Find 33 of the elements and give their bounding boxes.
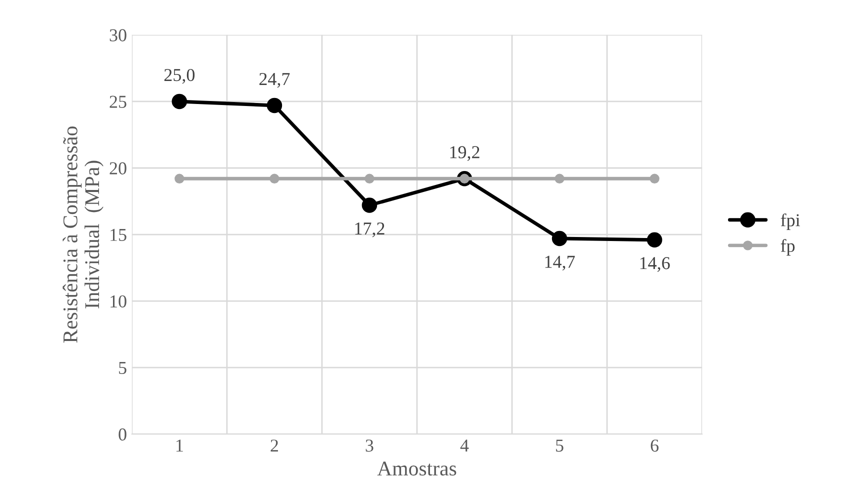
data-label: 14,7 bbox=[545, 256, 575, 270]
point bbox=[174, 174, 184, 184]
point bbox=[552, 230, 568, 246]
x-tick-label: 2 bbox=[270, 440, 278, 452]
data-label: 24,7 bbox=[259, 72, 290, 88]
y-axis-title: Resistência à Compressão Individual (MPa) bbox=[62, 126, 104, 343]
x-tick-label: 5 bbox=[556, 440, 564, 452]
point bbox=[646, 232, 662, 248]
legend-label: fpi bbox=[780, 213, 800, 230]
x-tick-label: 6 bbox=[650, 440, 659, 452]
y-tick-label: 15 bbox=[110, 228, 126, 241]
y-tick-label: 20 bbox=[110, 162, 126, 174]
y-tick-label: 10 bbox=[110, 295, 126, 308]
x-tick-label: 3 bbox=[366, 440, 374, 452]
point bbox=[362, 198, 378, 213]
data-label: 25,0 bbox=[164, 68, 195, 84]
point bbox=[266, 98, 282, 114]
data-label: 17,2 bbox=[355, 222, 384, 238]
y-tick-label: 5 bbox=[119, 362, 126, 374]
data-label: 14,6 bbox=[640, 257, 670, 272]
x-axis-title: Amostras bbox=[377, 462, 456, 476]
point bbox=[554, 174, 564, 184]
y-tick-label: 25 bbox=[110, 96, 126, 108]
point bbox=[172, 94, 188, 110]
x-tick-label: 1 bbox=[176, 440, 183, 452]
legend-label: fp bbox=[780, 239, 795, 256]
point bbox=[650, 174, 660, 184]
y-tick-label: 0 bbox=[118, 428, 126, 441]
point bbox=[270, 174, 280, 184]
data-label: 19,2 bbox=[450, 146, 480, 161]
point bbox=[364, 174, 374, 184]
y-tick-label: 30 bbox=[110, 29, 126, 42]
x-tick-label: 4 bbox=[460, 440, 469, 452]
